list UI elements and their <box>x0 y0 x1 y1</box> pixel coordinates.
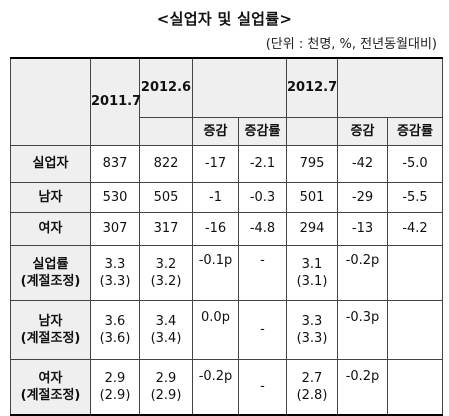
value-seasonal: (2.9) <box>99 387 131 403</box>
header-change-rate-1: 증감률 <box>238 116 287 146</box>
value-seasonal: (3.3) <box>99 273 131 289</box>
cell-change: -13 <box>337 211 388 246</box>
cell-value: 2.9 (2.9) <box>139 358 193 416</box>
header-row-1: 2011.7 2012.6 2012.7 <box>10 57 443 146</box>
table-row: 남자 530 505 -1 -0.3 501 -29 -5.5 <box>10 181 443 213</box>
row-label-main: 실업률 <box>32 256 69 272</box>
table-title: <실업자 및 실업률> <box>156 10 293 28</box>
value-original: 3.3 <box>301 313 323 329</box>
cell-value: 3.3 (3.3) <box>90 244 140 301</box>
value-seasonal: (3.1) <box>296 273 328 289</box>
table-row: 실업자 837 822 -17 -2.1 795 -42 -5.0 <box>10 144 443 183</box>
cell-rate: - <box>238 244 287 301</box>
value-original: 3.6 <box>104 313 126 329</box>
header-blank-2 <box>337 57 443 118</box>
row-label: 여자 <box>10 211 91 246</box>
cell-change: -17 <box>192 144 239 183</box>
value-original: 3.3 <box>104 256 126 272</box>
cell-value: 3.3 (3.3) <box>286 299 338 360</box>
header-row-2: 증감 증감률 증감 증감률 <box>11 116 443 146</box>
cell-change: -0.3p <box>337 299 388 360</box>
row-label-sub: (계절조정) <box>20 387 81 403</box>
header-change-1: 증감 <box>192 116 239 146</box>
cell-value: 3.1 (3.1) <box>286 244 338 301</box>
unemployment-table: 2011.7 2012.6 2012.7 증감 증감률 증감 증감률 실업자 8… <box>10 57 443 416</box>
header-blank-4 <box>286 116 338 146</box>
cell-change: -42 <box>337 144 388 183</box>
value-seasonal: (3.4) <box>150 330 182 346</box>
corner-cell <box>10 57 91 146</box>
cell-value: 3.6 (3.6) <box>90 299 140 360</box>
header-blank-1 <box>192 57 287 118</box>
row-label: 실업률 (계절조정) <box>10 244 91 301</box>
header-2011-7: 2011.7 <box>90 57 141 146</box>
value-seasonal: (3.2) <box>150 273 182 289</box>
row-label: 남자 (계절조정) <box>10 299 91 360</box>
table-row: 실업률 (계절조정) 3.3 (3.3) 3.2 (3.2) -0.1p - 3… <box>10 244 443 301</box>
cell-rate: -0.3 <box>238 181 287 213</box>
row-label-main: 남자 <box>38 313 63 329</box>
value-original: 2.9 <box>155 370 177 386</box>
row-label: 남자 <box>10 181 91 213</box>
cell-rate: - <box>238 299 287 360</box>
cell-change: -0.1p <box>192 244 239 301</box>
table-row: 여자 307 317 -16 -4.8 294 -13 -4.2 <box>10 211 443 246</box>
row-label-sub: (계절조정) <box>20 330 81 346</box>
cell-rate: -5.5 <box>387 181 443 213</box>
cell-change: -0.2p <box>192 358 239 416</box>
value-original: 3.1 <box>301 256 323 272</box>
value-seasonal: (2.9) <box>150 387 182 403</box>
unit-note: (단위 : 천명, %, 전년동월대비) <box>265 37 437 52</box>
value-original: 2.7 <box>301 370 323 386</box>
cell-value: 795 <box>286 144 338 183</box>
cell-change: -16 <box>192 211 239 246</box>
value-original: 2.9 <box>104 370 126 386</box>
value-original: 3.2 <box>155 256 177 272</box>
cell-rate: -4.2 <box>387 211 443 246</box>
header-2012-7: 2012.7 <box>286 57 338 118</box>
value-seasonal: (3.6) <box>99 330 131 346</box>
cell-value: 2.7 (2.8) <box>286 358 338 416</box>
cell-value: 3.2 (3.2) <box>139 244 193 301</box>
cell-rate: -5.0 <box>387 144 443 183</box>
value-original: 3.4 <box>155 313 177 329</box>
row-label: 여자 (계절조정) <box>10 358 91 416</box>
cell-change: -0.2p <box>337 244 388 301</box>
cell-value: 2.9 (2.9) <box>90 358 140 416</box>
table-row: 남자 (계절조정) 3.6 (3.6) 3.4 (3.4) 0.0p - 3.3… <box>10 299 443 360</box>
cell-change: -1 <box>192 181 239 213</box>
row-label: 실업자 <box>10 144 91 183</box>
cell-change: 0.0p <box>192 299 239 360</box>
header-change-rate-2: 증감률 <box>387 116 443 146</box>
value-seasonal: (3.3) <box>296 330 328 346</box>
cell-change: -29 <box>337 181 388 213</box>
table-row: 여자 (계절조정) 2.9 (2.9) 2.9 (2.9) -0.2p - 2.… <box>10 358 443 416</box>
cell-value: 530 <box>90 181 140 213</box>
cell-rate <box>387 299 443 360</box>
cell-value: 822 <box>139 144 193 183</box>
value-seasonal: (2.8) <box>296 387 328 403</box>
cell-value: 307 <box>90 211 140 246</box>
row-label-main: 여자 <box>38 370 63 386</box>
cell-value: 3.4 (3.4) <box>139 299 193 360</box>
cell-value: 317 <box>139 211 193 246</box>
cell-rate: -2.1 <box>238 144 287 183</box>
cell-value: 837 <box>90 144 140 183</box>
cell-value: 501 <box>286 181 338 213</box>
row-label-sub: (계절조정) <box>20 273 81 289</box>
cell-change: -0.2p <box>337 358 388 416</box>
cell-rate <box>387 244 443 301</box>
cell-rate: -4.8 <box>238 211 287 246</box>
cell-value: 294 <box>286 211 338 246</box>
header-change-2: 증감 <box>337 116 388 146</box>
header-2012-6: 2012.6 <box>139 57 193 118</box>
cell-rate: - <box>238 358 287 416</box>
cell-rate <box>387 358 443 416</box>
header-blank-3 <box>139 116 193 146</box>
cell-value: 505 <box>139 181 193 213</box>
